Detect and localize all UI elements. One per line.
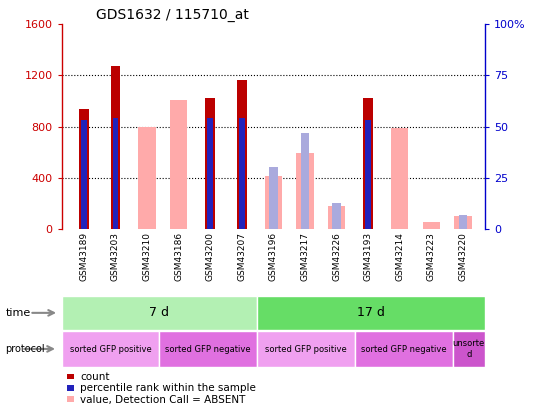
Bar [110,66,120,229]
Text: GSM43196: GSM43196 [269,232,278,281]
Text: GDS1632 / 115710_at: GDS1632 / 115710_at [95,8,248,22]
Bar [205,98,215,229]
Bar [391,128,408,229]
Text: GSM43223: GSM43223 [427,232,436,281]
Text: GSM43189: GSM43189 [79,232,88,281]
Text: sorted GFP positive: sorted GFP positive [70,345,151,354]
Text: sorted GFP negative: sorted GFP negative [361,345,446,354]
Bar [332,203,341,229]
Bar [459,215,467,229]
Bar [455,216,472,229]
Text: 7 d: 7 d [150,306,169,320]
Text: GSM43220: GSM43220 [458,232,467,281]
Text: GSM43203: GSM43203 [111,232,120,281]
Bar [170,100,187,229]
Text: count: count [80,372,110,382]
Bar [237,80,247,229]
Bar [79,109,88,229]
Bar [257,331,355,367]
Bar [269,168,278,229]
Bar [301,133,309,229]
Text: unsorte
d: unsorte d [453,339,485,359]
Bar [452,331,485,367]
Text: GSM43186: GSM43186 [174,232,183,281]
Text: GSM43210: GSM43210 [143,232,152,281]
Text: sorted GFP negative: sorted GFP negative [166,345,251,354]
Bar [62,296,257,330]
Bar [366,120,371,229]
Text: GSM43226: GSM43226 [332,232,341,281]
Bar [328,207,345,229]
Text: GSM43217: GSM43217 [301,232,309,281]
Text: GSM43193: GSM43193 [363,232,373,281]
Text: value, Detection Call = ABSENT: value, Detection Call = ABSENT [80,395,246,405]
Bar [159,331,257,367]
Bar [265,176,282,229]
Bar [138,126,155,229]
Text: percentile rank within the sample: percentile rank within the sample [80,384,256,393]
Text: 17 d: 17 d [357,306,385,320]
Bar [239,118,244,229]
Bar [257,296,485,330]
Bar [355,331,452,367]
Text: GSM43200: GSM43200 [206,232,214,281]
Bar [81,120,87,229]
Bar [296,153,314,229]
Text: sorted GFP positive: sorted GFP positive [265,345,347,354]
Text: time: time [5,308,31,318]
Text: protocol: protocol [5,344,45,354]
Bar [207,118,213,229]
Text: GSM43214: GSM43214 [395,232,404,281]
Bar [62,331,159,367]
Text: GSM43207: GSM43207 [237,232,246,281]
Bar [423,222,440,229]
Bar [363,98,373,229]
Bar [113,118,118,229]
